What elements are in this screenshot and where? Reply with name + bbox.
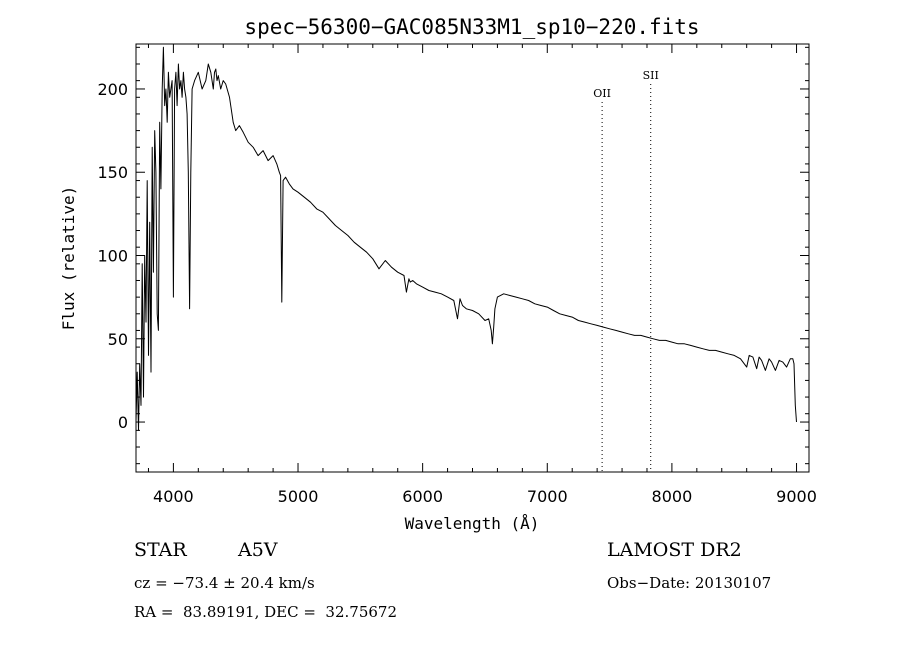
x-tick-label: 7000: [527, 487, 568, 506]
x-tick-label: 6000: [402, 487, 443, 506]
y-axis-label: Flux (relative): [59, 186, 78, 331]
axis-ticks: 4000 5000 6000 7000 8000 9000 0 50 100 150 200: [97, 44, 817, 506]
x-axis-label: Wavelength (Å): [405, 514, 540, 533]
x-tick-label: 9000: [776, 487, 817, 506]
object-class: STAR: [134, 539, 187, 561]
plot-frame: [135, 43, 810, 473]
y-tick-label: 100: [97, 247, 128, 266]
emission-line-label: SII: [643, 69, 659, 82]
emission-line-markers: OII SII: [593, 69, 659, 472]
observation-date: Obs−Date: 20130107: [607, 574, 772, 592]
x-tick-label: 5000: [278, 487, 319, 506]
spectral-subclass: A5V: [238, 539, 278, 561]
survey-name: LAMOST DR2: [607, 539, 742, 561]
x-tick-label: 8000: [652, 487, 693, 506]
y-tick-label: 0: [118, 413, 128, 432]
y-tick-label: 50: [108, 330, 128, 349]
x-tick-label: 4000: [153, 487, 194, 506]
y-tick-label: 200: [97, 80, 128, 99]
emission-line-label: OII: [593, 87, 611, 100]
redshift-cz: cz = −73.4 ± 20.4 km/s: [134, 574, 315, 592]
spectrum-line: [135, 46, 797, 431]
chart-title: spec−56300−GAC085N33M1_sp10−220.fits: [244, 15, 699, 39]
y-tick-label: 150: [97, 163, 128, 182]
coordinates: RA = 83.89191, DEC = 32.75672: [134, 603, 398, 621]
